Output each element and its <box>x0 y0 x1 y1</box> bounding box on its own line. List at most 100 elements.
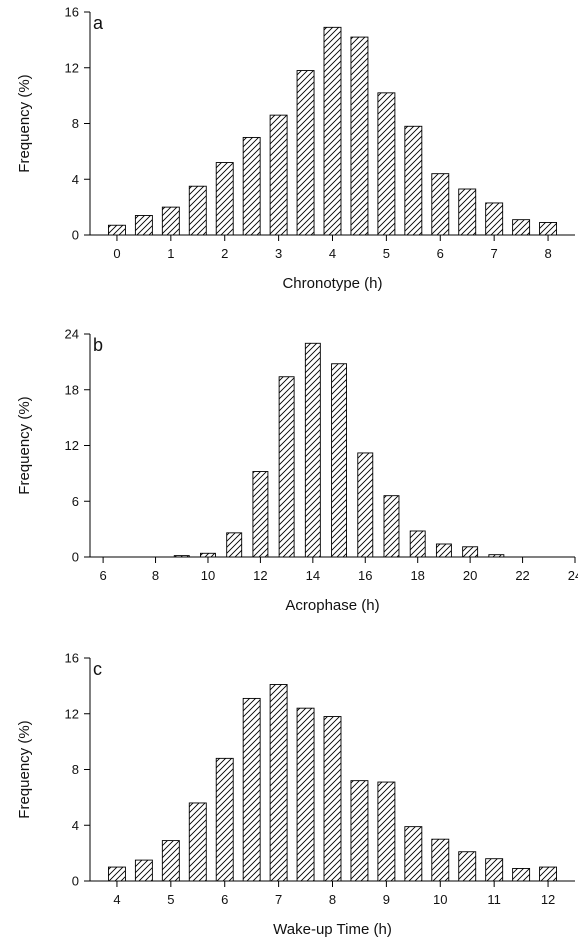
x-axis-label: Acrophase (h) <box>285 597 379 614</box>
y-tick-label: 24 <box>65 327 79 342</box>
x-tick-label: 6 <box>99 568 106 583</box>
bar <box>226 532 243 558</box>
bar <box>200 552 216 558</box>
y-tick-label: 12 <box>65 438 79 453</box>
bar <box>458 188 477 236</box>
y-axis-label: Frequency (%) <box>16 396 33 494</box>
bar <box>188 802 207 882</box>
bar <box>435 543 452 558</box>
x-tick-label: 12 <box>253 568 267 583</box>
bar <box>269 684 288 882</box>
panel-label: a <box>93 13 104 33</box>
x-tick-label: 12 <box>541 892 555 907</box>
panel-label: c <box>93 659 102 679</box>
bar <box>539 866 558 882</box>
x-tick-label: 3 <box>275 246 282 261</box>
x-tick-label: 5 <box>167 892 174 907</box>
y-tick-label: 16 <box>65 651 79 666</box>
bar <box>304 342 321 558</box>
x-tick-label: 7 <box>491 246 498 261</box>
x-tick-label: 0 <box>113 246 120 261</box>
bar <box>488 554 505 558</box>
x-tick-label: 1 <box>167 246 174 261</box>
bar <box>173 555 190 558</box>
y-tick-label: 4 <box>72 818 79 833</box>
x-tick-label: 10 <box>201 568 215 583</box>
bar <box>404 125 423 236</box>
y-axis-label: Frequency (%) <box>16 720 33 818</box>
bar <box>404 826 423 882</box>
bar <box>188 185 207 236</box>
bar <box>215 757 234 882</box>
y-tick-label: 4 <box>72 172 79 187</box>
x-axis-label: Chronotype (h) <box>282 275 382 292</box>
bar <box>431 173 450 236</box>
x-tick-label: 9 <box>383 892 390 907</box>
bar <box>107 224 126 236</box>
y-tick-label: 16 <box>65 5 79 20</box>
bar <box>409 530 426 558</box>
bar <box>383 495 400 558</box>
y-tick-label: 6 <box>72 494 79 509</box>
bar <box>458 851 477 882</box>
chart-panel-c: 0 4 8 12 16 4 5 6 7 8 9 10 11 12 Wake-up Time (h) Frequ… <box>16 651 575 938</box>
bar <box>107 866 126 882</box>
bar <box>323 26 342 236</box>
bar <box>161 840 180 882</box>
bar <box>377 92 396 236</box>
bar <box>242 697 261 882</box>
x-tick-label: 6 <box>221 892 228 907</box>
y-tick-label: 12 <box>65 60 79 75</box>
y-tick-label: 0 <box>72 550 79 565</box>
bar <box>331 363 348 558</box>
x-tick-label: 4 <box>113 892 120 907</box>
bar <box>134 859 153 882</box>
bar <box>357 452 374 558</box>
x-tick-label: 14 <box>306 568 320 583</box>
panel-label: b <box>93 335 103 355</box>
bar <box>431 838 450 882</box>
x-tick-label: 10 <box>433 892 447 907</box>
x-tick-label: 24 <box>568 568 578 583</box>
bar <box>539 222 558 236</box>
x-tick-label: 8 <box>152 568 159 583</box>
bar <box>462 546 479 558</box>
x-tick-label: 5 <box>383 246 390 261</box>
y-tick-label: 0 <box>72 228 79 243</box>
y-tick-label: 12 <box>65 706 79 721</box>
x-tick-label: 16 <box>358 568 372 583</box>
x-tick-label: 18 <box>410 568 424 583</box>
bar <box>296 70 315 236</box>
bar <box>269 114 288 236</box>
bar <box>485 202 504 236</box>
bar <box>485 858 504 882</box>
bar <box>350 780 369 882</box>
x-tick-label: 8 <box>544 246 551 261</box>
bar <box>215 162 234 236</box>
x-tick-label: 20 <box>463 568 477 583</box>
y-tick-label: 18 <box>65 382 79 397</box>
bar <box>377 781 396 882</box>
x-tick-label: 7 <box>275 892 282 907</box>
x-tick-label: 4 <box>329 246 336 261</box>
bar <box>252 471 269 558</box>
y-tick-label: 0 <box>72 874 79 889</box>
bar <box>350 36 369 236</box>
y-tick-label: 8 <box>72 116 79 131</box>
bar <box>512 868 531 882</box>
x-tick-label: 2 <box>221 246 228 261</box>
x-axis-label: Wake-up Time (h) <box>273 921 392 938</box>
bar <box>134 215 153 236</box>
x-tick-label: 11 <box>487 892 501 907</box>
bar <box>278 376 295 558</box>
x-tick-label: 22 <box>515 568 529 583</box>
bar <box>296 707 315 882</box>
y-tick-label: 8 <box>72 762 79 777</box>
x-tick-label: 6 <box>437 246 444 261</box>
x-tick-label: 8 <box>329 892 336 907</box>
bar <box>161 206 180 236</box>
y-axis-label: Frequency (%) <box>16 74 33 172</box>
chart-panel-b: 0 6 12 18 24 6 8 10 12 14 16 18 20 22 24 Acrophase (h) F… <box>16 327 578 615</box>
